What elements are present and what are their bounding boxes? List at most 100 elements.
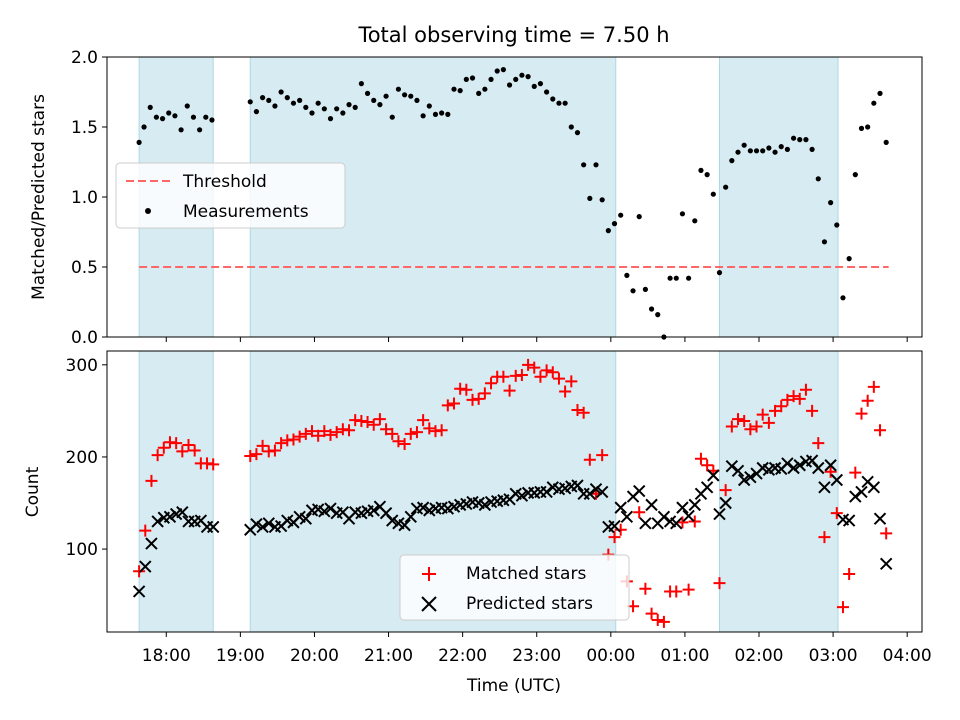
matched-star-point (268, 444, 281, 457)
measurement-point (648, 306, 655, 312)
matched-star-point (343, 424, 356, 437)
matched-star-point (836, 601, 849, 614)
measurement-point (500, 67, 506, 73)
measurement-point (519, 72, 525, 78)
matched-star-point (133, 565, 146, 578)
x-axis-label: Time (UTC) (466, 676, 561, 696)
measurement-point (624, 272, 630, 278)
matched-star-point (793, 392, 806, 405)
matched-star-point (410, 426, 423, 439)
measurement-point (828, 200, 834, 206)
measurement-point (642, 286, 648, 292)
measurement-point (190, 114, 197, 120)
matched-star-point (207, 458, 220, 471)
predicted-star-point (713, 507, 726, 521)
measurement-point (679, 211, 686, 217)
matched-star-point (843, 567, 856, 580)
matched-star-point (447, 397, 460, 410)
measurement-point (846, 256, 852, 262)
top-observing-window-2 (718, 56, 839, 338)
predicted-star-point (620, 510, 634, 524)
matched-star-point (287, 433, 300, 446)
predicted-star-point (824, 459, 837, 472)
predicted-star-point (707, 469, 720, 482)
predicted-star-point (614, 501, 627, 514)
matched-star-point (170, 437, 183, 450)
matched-star-point (682, 583, 695, 596)
top-y-tick-label: 0.5 (71, 258, 98, 278)
measurement-point (203, 114, 209, 120)
matched-star-point (583, 453, 596, 466)
measurement-point (618, 212, 624, 218)
predicted-star-point (737, 473, 751, 487)
measurement-point (315, 100, 321, 106)
matched-star-point (694, 452, 707, 465)
predicted-star-point (842, 514, 856, 527)
measurement-point (253, 109, 260, 115)
measurement-point (821, 239, 828, 245)
measurement-point (303, 104, 309, 110)
matched-star-point (503, 384, 516, 397)
predicted-star-point (700, 481, 714, 494)
measurement-point (197, 127, 203, 133)
measurement-point (457, 88, 463, 94)
matched-stars-series (133, 358, 893, 628)
matched-star-point (806, 404, 819, 417)
matched-star-point (670, 585, 683, 598)
predicted-star-point (879, 557, 893, 571)
matched-star-point (867, 380, 880, 393)
measurement-point (574, 130, 581, 136)
matched-star-point (522, 358, 535, 371)
matched-star-point (849, 466, 862, 479)
matched-star-point (824, 465, 837, 478)
predicted-star-point (478, 498, 492, 512)
measurement-point (766, 145, 772, 151)
matched-star-point (577, 406, 590, 419)
predicted-star-point (139, 560, 152, 573)
matched-star-point (373, 413, 386, 426)
measurement-point (159, 116, 166, 122)
predicted-star-point (744, 471, 757, 484)
predicted-star-point (299, 512, 313, 525)
measurement-point (568, 124, 574, 130)
measurement-point (494, 68, 500, 74)
measurement-point (141, 124, 147, 130)
matched-star-point (305, 425, 318, 438)
measurement-point (686, 275, 692, 281)
top-panel: 0.00.51.01.52.0 Matched/Predicted stars … (29, 48, 923, 348)
measurement-point (599, 197, 605, 203)
measurement-point (593, 162, 599, 168)
measurement-point (153, 114, 159, 120)
measurement-point (723, 184, 729, 190)
top-y-tick-label: 1.5 (71, 118, 98, 138)
matched-star-point (423, 422, 436, 435)
predicted-star-point (676, 501, 689, 514)
measurement-point (439, 110, 445, 116)
x-tick-label: 18:00 (142, 646, 191, 666)
measurement-point (463, 76, 469, 82)
measurement-point (147, 104, 153, 110)
measurement-point (692, 218, 698, 224)
measurement-point (321, 106, 327, 112)
measurement-point (562, 100, 568, 106)
predicted-star-point (416, 501, 430, 514)
matched-star-point (769, 404, 782, 417)
measurement-point (772, 149, 778, 155)
measurement-point (865, 124, 871, 130)
bottom-legend: Matched stars Predicted stars (399, 554, 630, 621)
measurement-point (605, 228, 611, 234)
matched-star-point (367, 418, 380, 431)
x-tick-label: 21:00 (364, 646, 413, 666)
matched-star-point (441, 399, 454, 412)
matched-star-point (861, 394, 874, 407)
predicted-star-point (719, 496, 732, 510)
predicted-star-point (657, 510, 671, 524)
measurement-point (358, 81, 364, 87)
bottom-plot-frame (106, 350, 923, 633)
matched-star-point (762, 416, 775, 429)
predicted-star-point (256, 520, 269, 534)
matched-star-point (701, 459, 714, 472)
matched-star-point (256, 439, 269, 452)
measurement-point (377, 102, 383, 108)
measurement-point (401, 92, 408, 98)
